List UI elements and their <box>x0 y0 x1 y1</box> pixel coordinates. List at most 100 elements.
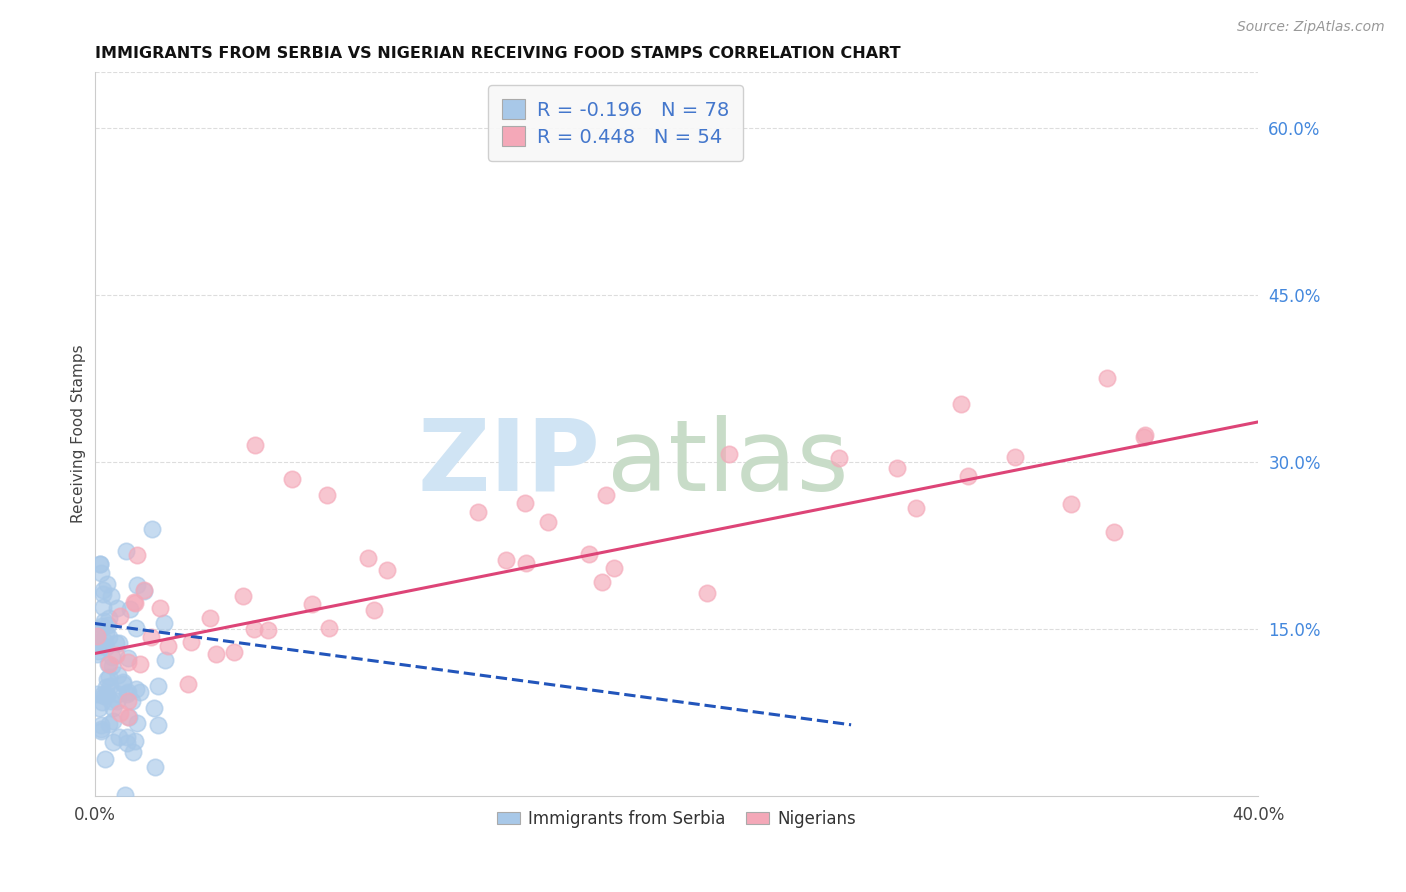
Point <box>155 653 177 667</box>
Point <box>117 709 139 723</box>
Point <box>105 648 128 663</box>
Point <box>89 622 111 636</box>
Point <box>98 717 121 731</box>
Point <box>957 468 980 483</box>
Point <box>98 679 121 693</box>
Point <box>105 601 128 615</box>
Point <box>115 544 138 558</box>
Point <box>143 701 166 715</box>
Point <box>117 650 139 665</box>
Point <box>86 629 108 643</box>
Point <box>515 496 537 510</box>
Point <box>100 693 122 707</box>
Point <box>363 603 385 617</box>
Point <box>153 615 176 630</box>
Point <box>101 659 124 673</box>
Point <box>1004 450 1026 464</box>
Point <box>905 500 928 515</box>
Y-axis label: Receiving Food Stamps: Receiving Food Stamps <box>72 345 86 524</box>
Point <box>107 687 129 701</box>
Point <box>101 735 124 749</box>
Point <box>828 450 851 465</box>
Point <box>100 589 122 603</box>
Point <box>96 688 118 702</box>
Point <box>118 602 141 616</box>
Point <box>205 648 228 662</box>
Point <box>375 563 398 577</box>
Point <box>90 566 112 581</box>
Point <box>177 676 200 690</box>
Point <box>107 730 129 744</box>
Point <box>125 681 148 696</box>
Point <box>93 689 115 703</box>
Point <box>148 601 170 615</box>
Point <box>86 647 108 661</box>
Point <box>124 595 146 609</box>
Point <box>157 639 180 653</box>
Point <box>1102 524 1125 539</box>
Point <box>93 687 115 701</box>
Point <box>86 644 108 658</box>
Point <box>148 718 170 732</box>
Point <box>591 574 613 589</box>
Point <box>94 640 117 654</box>
Point <box>139 631 162 645</box>
Point <box>128 685 150 699</box>
Text: IMMIGRANTS FROM SERBIA VS NIGERIAN RECEIVING FOOD STAMPS CORRELATION CHART: IMMIGRANTS FROM SERBIA VS NIGERIAN RECEI… <box>94 46 900 62</box>
Point <box>96 577 118 591</box>
Text: atlas: atlas <box>607 415 848 511</box>
Point <box>96 680 118 694</box>
Point <box>132 584 155 599</box>
Point <box>145 760 167 774</box>
Point <box>281 472 304 486</box>
Point <box>98 657 121 671</box>
Point <box>122 745 145 759</box>
Point <box>93 614 115 628</box>
Point <box>96 626 118 640</box>
Point <box>93 582 115 597</box>
Point <box>595 488 617 502</box>
Point <box>256 623 278 637</box>
Point <box>357 550 380 565</box>
Point <box>1135 428 1157 442</box>
Point <box>87 634 110 648</box>
Point <box>127 578 149 592</box>
Point <box>603 561 626 575</box>
Point <box>180 635 202 649</box>
Point <box>91 587 114 601</box>
Point <box>224 644 246 658</box>
Point <box>101 650 124 665</box>
Point <box>301 598 323 612</box>
Point <box>90 724 112 739</box>
Point <box>124 733 146 747</box>
Point <box>125 716 148 731</box>
Text: ZIP: ZIP <box>418 415 600 511</box>
Point <box>101 714 124 728</box>
Point <box>89 557 111 571</box>
Point <box>108 706 131 721</box>
Point <box>886 461 908 475</box>
Point <box>232 589 254 603</box>
Point <box>108 609 131 624</box>
Point <box>316 488 339 502</box>
Point <box>90 718 112 732</box>
Point <box>97 657 120 671</box>
Point <box>117 656 139 670</box>
Point <box>129 657 152 671</box>
Point <box>467 505 489 519</box>
Point <box>98 631 121 645</box>
Point <box>107 636 129 650</box>
Point <box>90 723 112 737</box>
Point <box>578 547 600 561</box>
Point <box>97 617 120 632</box>
Point <box>89 557 111 571</box>
Point <box>96 672 118 686</box>
Point <box>515 556 537 570</box>
Point <box>318 621 340 635</box>
Point <box>117 694 139 708</box>
Point <box>115 687 138 701</box>
Point <box>103 700 125 714</box>
Point <box>115 731 138 745</box>
Point <box>695 585 717 599</box>
Point <box>1060 497 1083 511</box>
